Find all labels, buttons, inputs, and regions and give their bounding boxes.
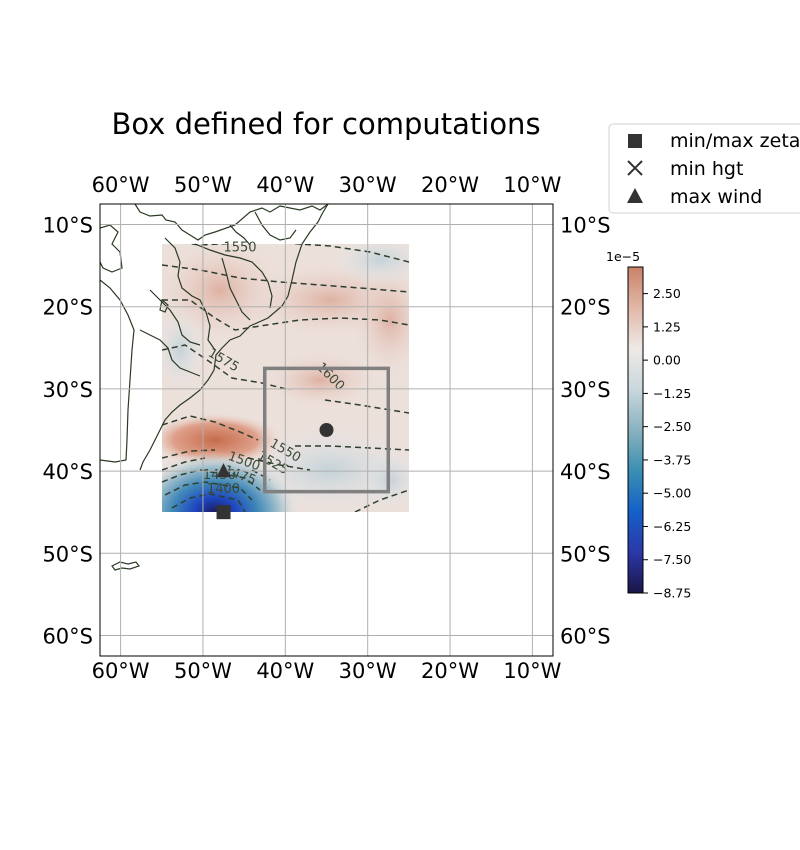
- legend-label-max-wind: max wind: [670, 186, 762, 208]
- legend-square-icon: [628, 134, 642, 148]
- lat-tick-right-1: 20°S: [560, 296, 611, 320]
- lat-tick-left-0: 10°S: [42, 214, 93, 238]
- longitude-labels-bottom: 60°W 50°W 40°W 30°W 20°W 10°W: [92, 659, 562, 683]
- colorbar-gradient: [627, 266, 644, 594]
- legend-frame: [608, 123, 800, 214]
- lon-tick-top-5: 10°W: [503, 173, 561, 197]
- colorbar-tick-label-8: −7.50: [653, 552, 691, 567]
- legend-cross-icon: [627, 160, 643, 176]
- colorbar: 1e−5 2.50 1.25 0.00 −1.25 −2.50 −3.75 −5.00 −6.…: [606, 249, 691, 601]
- colorbar-ticks: 2.50 1.25 0.00 −1.25 −2.50 −3.75 −5.00 −6.25 −7.…: [643, 286, 691, 601]
- lat-tick-right-3: 40°S: [560, 460, 611, 484]
- coastlines: [100, 204, 329, 571]
- lat-tick-left-5: 60°S: [42, 624, 93, 648]
- colorbar-tick-label-3: −1.25: [653, 386, 691, 401]
- colorbar-tick-label-6: −5.00: [653, 486, 691, 501]
- computation-box: [262, 366, 391, 494]
- lon-tick-bottom-1: 50°W: [174, 659, 232, 683]
- lon-tick-top-4: 20°W: [421, 173, 479, 197]
- box-center-point: [319, 423, 334, 437]
- legend: min/max zeta min hgt max wind: [608, 123, 800, 214]
- lon-tick-bottom-0: 60°W: [92, 659, 150, 683]
- colorbar-tick-label-4: −2.50: [653, 419, 691, 434]
- lon-tick-top-3: 30°W: [339, 173, 397, 197]
- legend-label-min-hgt: min hgt: [670, 158, 743, 180]
- max-wind-marker: [216, 463, 231, 478]
- lat-tick-left-1: 20°S: [42, 296, 93, 320]
- lat-tick-right-2: 30°S: [560, 378, 611, 402]
- legend-triangle-icon: [627, 188, 643, 203]
- lat-tick-left-2: 30°S: [42, 378, 93, 402]
- map-frame: [99, 203, 554, 657]
- colorbar-exponent-label: 1e−5: [606, 249, 640, 264]
- colorbar-tick-label-1: 1.25: [653, 319, 681, 334]
- colorbar-tick-label-9: −8.75: [653, 586, 691, 601]
- lon-tick-bottom-2: 40°W: [256, 659, 314, 683]
- lat-tick-right-0: 10°S: [560, 214, 611, 238]
- lat-tick-left-3: 40°S: [42, 460, 93, 484]
- gridlines: [100, 204, 553, 656]
- colorbar-tick-label-5: −3.75: [653, 452, 691, 467]
- contour-label-0: 1550: [223, 241, 256, 256]
- colorbar-tick-label-2: 0.00: [653, 353, 681, 368]
- lon-tick-bottom-3: 30°W: [339, 659, 397, 683]
- lon-tick-bottom-5: 10°W: [503, 659, 561, 683]
- longitude-labels-top: 60°W 50°W 40°W 30°W 20°W 10°W: [92, 173, 562, 197]
- lon-tick-top-0: 60°W: [92, 173, 150, 197]
- lon-tick-top-2: 40°W: [256, 173, 314, 197]
- legend-label-min-max-zeta: min/max zeta: [670, 130, 800, 152]
- colorbar-tick-label-0: 2.50: [653, 286, 681, 301]
- chart-title: Box defined for computations: [111, 107, 540, 141]
- latitude-labels-left: 10°S 20°S 30°S 40°S 50°S 60°S: [42, 214, 93, 649]
- map-panel: 155015751600155015251500147514501400: [99, 203, 554, 657]
- min-max-zeta-marker: [216, 505, 231, 520]
- lat-tick-right-5: 60°S: [560, 624, 611, 648]
- lat-tick-left-4: 50°S: [42, 542, 93, 566]
- latitude-labels-right: 10°S 20°S 30°S 40°S 50°S 60°S: [560, 214, 611, 649]
- contour-label-8: 1400: [207, 482, 240, 497]
- lon-tick-top-1: 50°W: [174, 173, 232, 197]
- lat-tick-right-4: 50°S: [560, 542, 611, 566]
- colorbar-tick-label-7: −6.25: [653, 519, 691, 534]
- lon-tick-bottom-4: 20°W: [421, 659, 479, 683]
